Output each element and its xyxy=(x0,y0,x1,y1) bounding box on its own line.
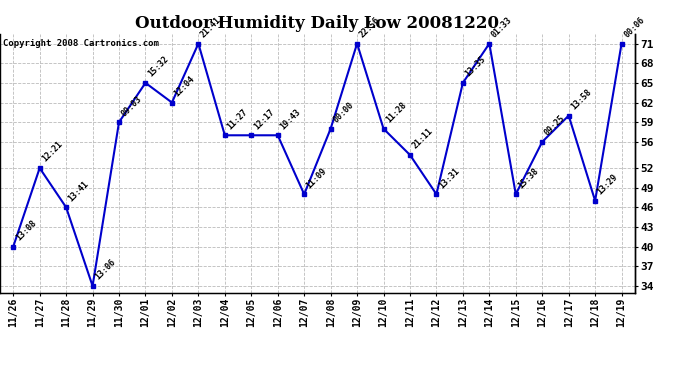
Text: 11:27: 11:27 xyxy=(226,107,250,131)
Text: 13:06: 13:06 xyxy=(93,258,117,282)
Title: Outdoor Humidity Daily Low 20081220: Outdoor Humidity Daily Low 20081220 xyxy=(135,15,500,32)
Text: 13:58: 13:58 xyxy=(569,87,593,111)
Text: 12:04: 12:04 xyxy=(172,74,197,98)
Text: 11:28: 11:28 xyxy=(384,100,408,124)
Text: 09:25: 09:25 xyxy=(543,114,567,138)
Text: Copyright 2008 Cartronics.com: Copyright 2008 Cartronics.com xyxy=(3,39,159,48)
Text: 09:03: 09:03 xyxy=(119,94,144,118)
Text: 21:41: 21:41 xyxy=(199,15,223,39)
Text: 00:06: 00:06 xyxy=(622,15,647,39)
Text: 15:32: 15:32 xyxy=(146,55,170,79)
Text: 13:41: 13:41 xyxy=(67,179,91,203)
Text: 12:21: 12:21 xyxy=(40,140,64,164)
Text: 19:43: 19:43 xyxy=(278,107,302,131)
Text: 01:33: 01:33 xyxy=(490,15,514,39)
Text: 13:08: 13:08 xyxy=(14,218,38,243)
Text: 22:56: 22:56 xyxy=(357,15,382,39)
Text: 11:09: 11:09 xyxy=(305,166,329,190)
Text: 13:29: 13:29 xyxy=(595,172,620,196)
Text: 15:38: 15:38 xyxy=(516,166,540,190)
Text: 13:35: 13:35 xyxy=(464,55,488,79)
Text: 00:00: 00:00 xyxy=(331,100,355,124)
Text: 13:31: 13:31 xyxy=(437,166,461,190)
Text: 12:17: 12:17 xyxy=(252,107,276,131)
Text: 21:11: 21:11 xyxy=(411,127,435,151)
